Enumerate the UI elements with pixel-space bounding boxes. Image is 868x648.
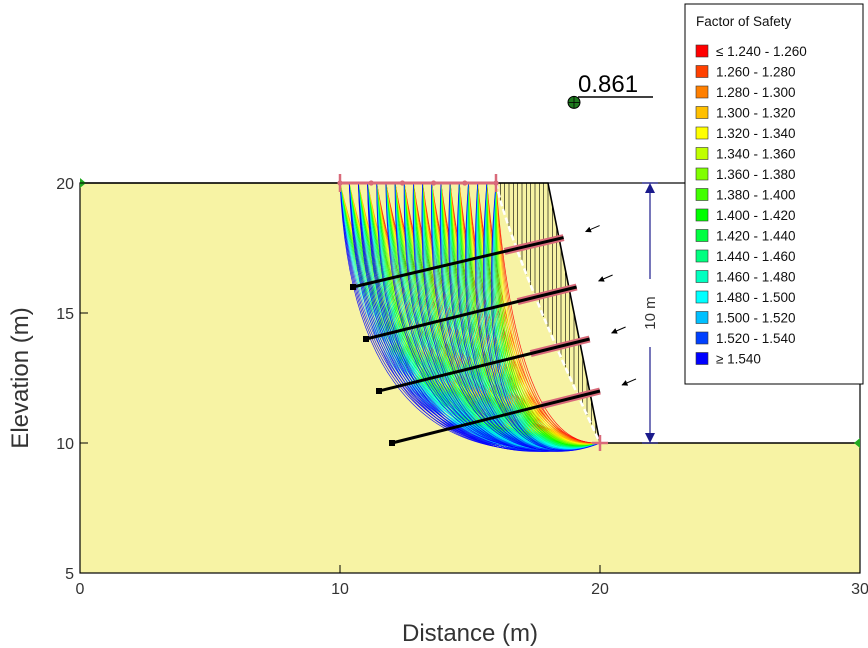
height-dimension-label: 10 m xyxy=(642,296,659,329)
legend-swatch-3 xyxy=(695,106,709,119)
slip-surface-272 xyxy=(495,183,601,444)
entry-point-3 xyxy=(431,180,437,186)
x-axis: 0 10 20 30 xyxy=(76,565,868,598)
y-axis: 5 10 15 20 xyxy=(56,176,88,583)
fs-legend: Factor of Safety ≤ 1.240 - 1.260 1.260 - … xyxy=(684,3,864,385)
legend-swatch-4 xyxy=(695,126,709,140)
legend-label-6: 1.360 - 1.380 xyxy=(716,167,796,182)
anchor-tendon-2 xyxy=(378,337,590,393)
slip-surface-282 xyxy=(494,183,601,448)
x-tick-label-3: 30 xyxy=(851,581,868,598)
legend-swatch-15 xyxy=(695,352,709,365)
slip-surface-287 xyxy=(490,183,601,452)
x-tick-label-1: 10 xyxy=(331,581,349,598)
x-tick-label-0: 0 xyxy=(76,581,85,598)
right-boundary-marker xyxy=(854,438,860,448)
legend-swatch-7 xyxy=(695,188,709,201)
y-tick-label-0: 5 xyxy=(65,566,74,583)
legend-label-13: 1.500 - 1.520 xyxy=(716,311,796,326)
legend-label-3: 1.300 - 1.320 xyxy=(716,106,796,121)
slip-surface-274 xyxy=(495,183,601,444)
legend-swatch-12 xyxy=(695,290,709,304)
anchor-force-arrow-0 xyxy=(585,225,600,233)
slip-surface-284 xyxy=(493,183,601,449)
anchor-force-arrow-3 xyxy=(621,378,637,386)
slip-surface-286 xyxy=(491,183,601,451)
anchor-tail-3 xyxy=(389,440,395,446)
legend-swatch-13 xyxy=(695,311,709,324)
y-tick-label-2: 15 xyxy=(56,306,74,323)
legend-label-2: 1.280 - 1.300 xyxy=(716,85,796,100)
legend-label-10: 1.440 - 1.460 xyxy=(716,249,796,264)
slip-surface-275 xyxy=(495,183,601,445)
legend-swatch-2 xyxy=(695,85,709,99)
legend-swatch-11 xyxy=(695,270,709,283)
legend-swatch-0 xyxy=(695,44,709,58)
legend-label-1: 1.260 - 1.280 xyxy=(716,65,796,80)
legend-swatch-8 xyxy=(695,208,709,222)
legend-label-12: 1.480 - 1.500 xyxy=(716,290,796,305)
critical-fs-label: 0.861 xyxy=(578,71,638,98)
legend-label-11: 1.460 - 1.480 xyxy=(716,270,796,285)
legend-label-7: 1.380 - 1.400 xyxy=(716,188,796,203)
height-dimension: 10 m xyxy=(642,182,659,444)
legend-swatch-10 xyxy=(695,249,709,263)
slip-surface-285 xyxy=(492,183,601,450)
slip-exit-marker xyxy=(592,435,608,451)
entry-point-2 xyxy=(399,180,405,186)
entry-point-4 xyxy=(462,180,468,186)
legend-label-0: ≤ 1.240 - 1.260 xyxy=(716,44,807,59)
slip-surface-281 xyxy=(495,183,601,447)
anchor-force-arrow-1 xyxy=(598,274,613,282)
slip-surface-283 xyxy=(493,183,601,449)
slip-entry-range xyxy=(337,174,499,192)
slip-surface-276 xyxy=(495,183,601,445)
legend-swatch-9 xyxy=(695,229,709,242)
y-tick-label-1: 10 xyxy=(56,436,74,453)
legend-swatch-6 xyxy=(695,167,709,181)
legend-label-14: 1.520 - 1.540 xyxy=(716,331,796,346)
legend-label-5: 1.340 - 1.360 xyxy=(716,147,796,162)
legend-box xyxy=(684,3,864,385)
anchor-tendon-1 xyxy=(365,285,577,341)
legend-label-4: 1.320 - 1.340 xyxy=(716,126,796,141)
slip-surface-273 xyxy=(495,183,601,444)
legend-swatch-5 xyxy=(695,147,709,160)
x-axis-label: Distance (m) xyxy=(402,620,538,647)
y-tick-label-3: 20 xyxy=(56,176,74,193)
legend-label-15: ≥ 1.540 xyxy=(716,352,761,367)
dimension-arrow-up xyxy=(645,183,655,193)
anchor-tail-0 xyxy=(350,284,356,290)
anchor-force-arrow-2 xyxy=(611,326,626,334)
legend-swatch-1 xyxy=(695,65,709,78)
anchor-tail-2 xyxy=(376,388,382,394)
anchor-tendon-3 xyxy=(391,389,601,445)
x-tick-label-2: 20 xyxy=(591,581,609,598)
anchor-tail-1 xyxy=(363,336,369,342)
slip-center: 0.861 xyxy=(567,71,653,109)
anchors xyxy=(350,225,637,446)
y-axis-label: Elevation (m) xyxy=(7,307,34,448)
air-above-slope xyxy=(80,183,860,443)
legend-swatch-14 xyxy=(695,331,709,345)
dimension-arrow-down xyxy=(645,433,655,443)
legend-label-8: 1.400 - 1.420 xyxy=(716,208,796,223)
slip-surfaces xyxy=(339,183,601,452)
anchor-tendon-0 xyxy=(352,236,564,289)
entry-point-1 xyxy=(368,180,374,186)
legend-label-9: 1.420 - 1.440 xyxy=(716,229,796,244)
critical-slip-surface xyxy=(494,182,602,444)
legend-title: Factor of Safety xyxy=(696,14,792,29)
